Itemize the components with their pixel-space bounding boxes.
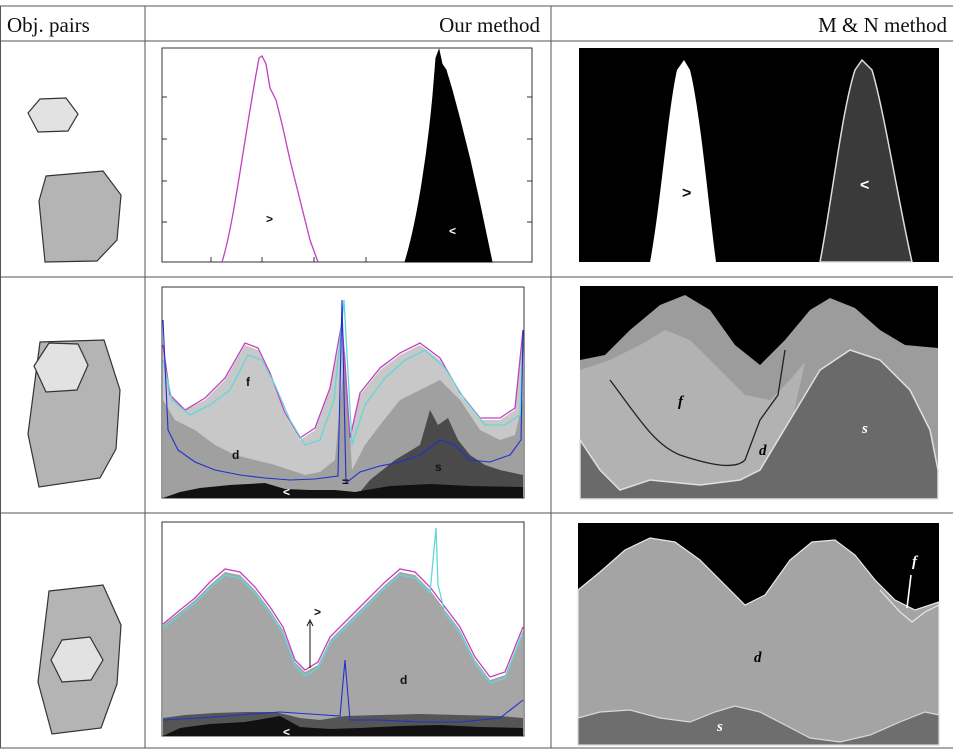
plot1-label-gt: > xyxy=(266,212,273,226)
plot3-label-d: d xyxy=(400,673,407,687)
mn1-label-lt: < xyxy=(860,177,869,194)
mn3-label-f: f xyxy=(912,554,919,570)
header-obj-pairs: Obj. pairs xyxy=(7,13,90,37)
plot2-label-d: d xyxy=(232,448,239,462)
plot2-label-s: s xyxy=(435,460,442,474)
object-pair-1 xyxy=(27,97,122,263)
mn-method-plot-3: f d s xyxy=(577,523,940,746)
plot2-label-f: f xyxy=(246,375,251,389)
mn3-label-d: d xyxy=(754,650,762,666)
mn3-label-s: s xyxy=(716,719,723,735)
header-our-method: Our method xyxy=(439,13,540,37)
plot3-label-lt: < xyxy=(283,725,290,739)
object-pair-2 xyxy=(27,339,121,488)
our-method-plot-3: > d < xyxy=(161,521,525,739)
mn-method-plot-2: f d s xyxy=(579,286,939,500)
our-method-plot-1: > < xyxy=(161,47,533,263)
our-method-plot-2: f d s < = xyxy=(161,286,525,499)
mn1-label-gt: > xyxy=(682,185,691,202)
object-pair-3 xyxy=(37,584,122,735)
plot2-label-eq: = xyxy=(342,475,349,489)
table-grid xyxy=(0,5,953,749)
header-mn-method: M & N method xyxy=(818,13,947,37)
mn2-label-d: d xyxy=(759,443,767,459)
mn-method-plot-1: > < xyxy=(579,48,939,263)
mn2-label-f: f xyxy=(678,394,685,410)
plot2-label-lt: < xyxy=(283,485,290,499)
mn2-label-s: s xyxy=(861,421,868,437)
plot1-label-lt: < xyxy=(449,224,456,238)
plot3-label-gt: > xyxy=(314,605,321,619)
